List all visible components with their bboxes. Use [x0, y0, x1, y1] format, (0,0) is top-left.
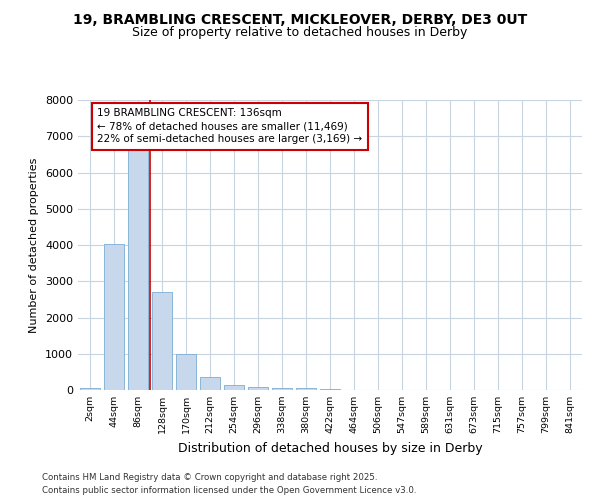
Text: Contains HM Land Registry data © Crown copyright and database right 2025.: Contains HM Land Registry data © Crown c…	[42, 474, 377, 482]
Bar	[152, 292, 172, 390]
Bar	[80, 388, 100, 390]
Bar	[200, 377, 220, 390]
Bar	[320, 389, 340, 390]
Text: 19 BRAMBLING CRESCENT: 136sqm
← 78% of detached houses are smaller (11,469)
22% : 19 BRAMBLING CRESCENT: 136sqm ← 78% of d…	[97, 108, 362, 144]
X-axis label: Distribution of detached houses by size in Derby: Distribution of detached houses by size …	[178, 442, 482, 454]
Bar	[128, 150, 148, 390]
Bar	[272, 388, 292, 390]
Text: 19, BRAMBLING CRESCENT, MICKLEOVER, DERBY, DE3 0UT: 19, BRAMBLING CRESCENT, MICKLEOVER, DERB…	[73, 12, 527, 26]
Bar	[176, 354, 196, 390]
Bar	[224, 385, 244, 390]
Text: Size of property relative to detached houses in Derby: Size of property relative to detached ho…	[133, 26, 467, 39]
Bar	[104, 244, 124, 390]
Text: Contains public sector information licensed under the Open Government Licence v3: Contains public sector information licen…	[42, 486, 416, 495]
Y-axis label: Number of detached properties: Number of detached properties	[29, 158, 40, 332]
Bar	[248, 388, 268, 390]
Bar	[296, 388, 316, 390]
